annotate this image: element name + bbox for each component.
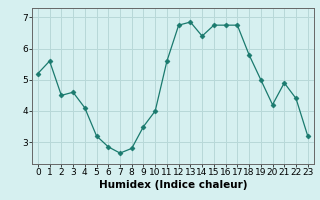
X-axis label: Humidex (Indice chaleur): Humidex (Indice chaleur) (99, 180, 247, 190)
